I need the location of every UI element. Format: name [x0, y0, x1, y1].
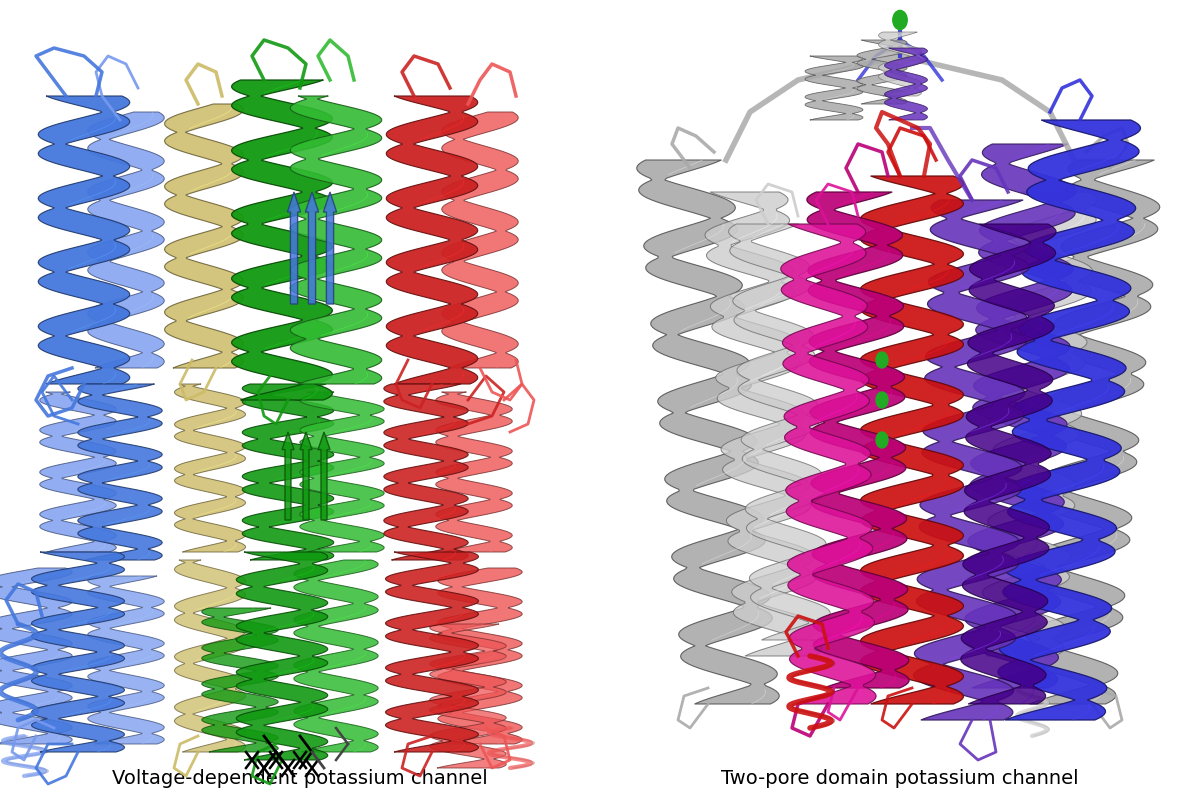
- Polygon shape: [704, 192, 822, 656]
- Polygon shape: [430, 624, 506, 768]
- Polygon shape: [88, 112, 164, 368]
- Polygon shape: [31, 552, 125, 752]
- Polygon shape: [980, 192, 1098, 656]
- Polygon shape: [1024, 160, 1160, 704]
- Polygon shape: [40, 392, 116, 552]
- Polygon shape: [202, 608, 278, 752]
- Polygon shape: [860, 176, 964, 704]
- Polygon shape: [38, 96, 130, 384]
- Polygon shape: [386, 96, 478, 384]
- Polygon shape: [728, 224, 832, 640]
- Polygon shape: [438, 568, 522, 744]
- Polygon shape: [805, 56, 863, 120]
- Polygon shape: [78, 384, 162, 560]
- Polygon shape: [878, 32, 922, 96]
- Text: Voltage-dependent potassium channel: Voltage-dependent potassium channel: [112, 769, 488, 788]
- Polygon shape: [913, 200, 1031, 720]
- Polygon shape: [174, 384, 246, 552]
- Polygon shape: [300, 392, 384, 552]
- Polygon shape: [236, 552, 328, 760]
- Polygon shape: [164, 104, 244, 368]
- Polygon shape: [290, 96, 382, 384]
- Polygon shape: [385, 552, 479, 752]
- Polygon shape: [884, 48, 928, 120]
- FancyArrow shape: [282, 432, 294, 520]
- Polygon shape: [961, 224, 1056, 704]
- FancyArrow shape: [300, 432, 312, 520]
- Polygon shape: [637, 160, 779, 704]
- Polygon shape: [806, 192, 910, 688]
- Polygon shape: [294, 560, 378, 752]
- Circle shape: [876, 392, 888, 408]
- Polygon shape: [781, 224, 876, 704]
- Polygon shape: [964, 144, 1076, 688]
- Polygon shape: [232, 80, 332, 400]
- Circle shape: [876, 432, 888, 448]
- Text: Two-pore domain potassium channel: Two-pore domain potassium channel: [721, 769, 1079, 788]
- FancyArrow shape: [288, 192, 301, 304]
- FancyArrow shape: [305, 192, 319, 304]
- Polygon shape: [88, 576, 164, 744]
- Polygon shape: [442, 112, 518, 368]
- Polygon shape: [242, 384, 334, 560]
- Polygon shape: [436, 392, 512, 552]
- Polygon shape: [998, 120, 1140, 720]
- Polygon shape: [0, 568, 72, 744]
- Polygon shape: [384, 384, 468, 560]
- Polygon shape: [174, 560, 246, 752]
- FancyArrow shape: [324, 192, 336, 304]
- FancyArrow shape: [318, 432, 330, 520]
- Polygon shape: [857, 40, 907, 104]
- Circle shape: [893, 10, 907, 30]
- Circle shape: [876, 352, 888, 368]
